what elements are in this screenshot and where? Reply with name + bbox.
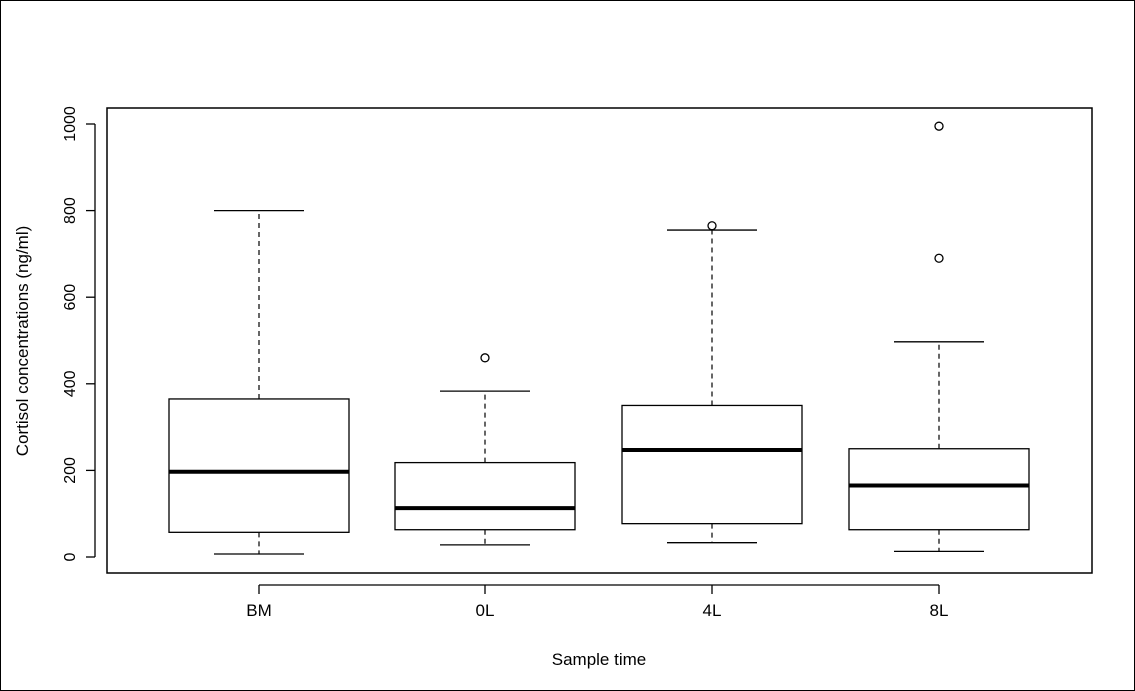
y-tick-label: 200	[62, 457, 79, 484]
x-tick-label: 8L	[930, 601, 949, 620]
y-tick-label: 600	[62, 284, 79, 311]
y-tick-label: 0	[62, 552, 79, 561]
y-tick-label: 800	[62, 197, 79, 224]
box-8l	[848, 121, 1030, 553]
x-axis: BM 0L 4L 8L	[246, 584, 949, 620]
iqr-box	[621, 404, 803, 525]
iqr-box	[394, 461, 576, 531]
boxes-group	[168, 121, 1030, 555]
iqr-box	[168, 398, 350, 533]
y-axis-title: Cortisol concentrations (ng/ml)	[13, 226, 32, 457]
y-axis: 0 200 400 600 800 1000	[62, 106, 96, 561]
outlier-point	[934, 121, 944, 131]
box-4l	[621, 221, 803, 544]
y-tick-label: 400	[62, 370, 79, 397]
x-axis-title: Sample time	[552, 650, 646, 669]
box-0l	[394, 353, 576, 546]
plot-area-border	[106, 107, 1093, 574]
x-tick-label: 0L	[476, 601, 495, 620]
iqr-box	[848, 448, 1030, 531]
x-tick-label: 4L	[703, 601, 722, 620]
y-tick-label: 1000	[62, 106, 79, 142]
outlier-point	[707, 221, 717, 231]
x-tick-label: BM	[246, 601, 272, 620]
outlier-point	[934, 253, 944, 263]
box-bm	[168, 209, 350, 555]
outlier-point	[480, 353, 490, 363]
